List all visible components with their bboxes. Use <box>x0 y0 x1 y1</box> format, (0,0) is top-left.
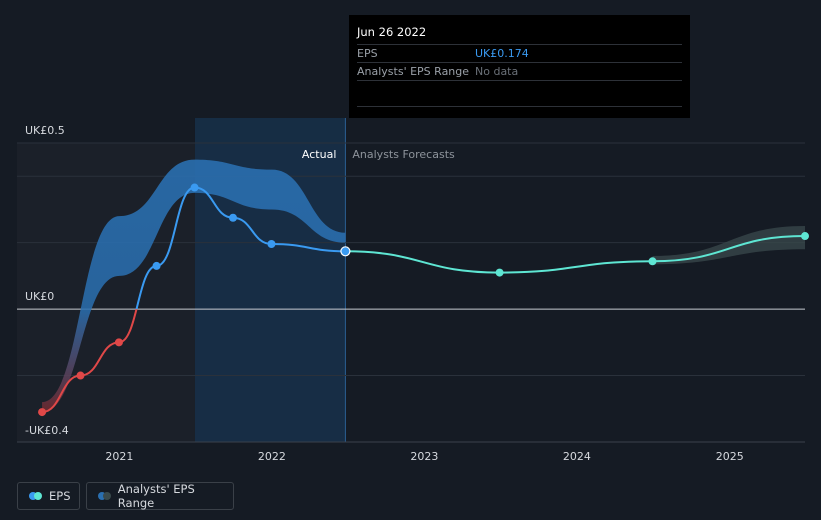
tooltip-eps-label: EPS <box>357 47 378 60</box>
forecast-eps-point[interactable] <box>648 257 657 266</box>
tooltip-spacer <box>357 81 682 107</box>
current-eps-point[interactable] <box>340 246 351 257</box>
forecast-eps-point[interactable] <box>801 232 809 241</box>
x-axis-label: 2025 <box>716 450 744 463</box>
eps-point[interactable] <box>152 261 161 270</box>
forecast-label: Analysts Forecasts <box>352 148 455 161</box>
x-axis-label: 2021 <box>105 450 133 463</box>
legend-eps-label: EPS <box>49 489 71 503</box>
eps-line-negative <box>41 309 138 414</box>
y-axis-label: UK£0 <box>25 290 54 303</box>
tooltip-row-range: Analysts' EPS Range No data <box>357 63 682 81</box>
eps-point[interactable] <box>38 408 47 417</box>
legend-range-label: Analysts' EPS Range <box>117 482 195 510</box>
legend-range-button[interactable]: Analysts' EPS Range <box>86 482 234 510</box>
y-axis-label: -UK£0.4 <box>25 424 69 437</box>
grid-lines <box>17 142 805 443</box>
x-axis-label: 2022 <box>258 450 286 463</box>
actual-range-band <box>42 159 346 413</box>
eps-point[interactable] <box>114 338 123 347</box>
tooltip-eps-value: UK£0.174 <box>475 47 529 60</box>
tooltip-date: Jun 26 2022 <box>357 23 682 45</box>
forecast-eps-line <box>345 235 806 274</box>
forecast-eps-point[interactable] <box>495 268 504 277</box>
x-axis-label: 2023 <box>410 450 438 463</box>
y-axis-label: UK£0.5 <box>25 124 65 137</box>
tooltip-row-eps: EPS UK£0.174 <box>357 45 682 63</box>
eps-point[interactable] <box>267 239 276 248</box>
x-axis-label: 2024 <box>563 450 591 463</box>
tooltip-range-value: No data <box>475 65 519 78</box>
range-legend-icon <box>98 492 111 500</box>
actual-label: Actual <box>302 148 336 161</box>
eps-points[interactable] <box>38 183 809 417</box>
eps-tooltip: Jun 26 2022 EPS UK£0.174 Analysts' EPS R… <box>349 15 690 118</box>
eps-point[interactable] <box>76 371 85 380</box>
eps-legend-icon <box>29 492 42 500</box>
tooltip-range-label: Analysts' EPS Range <box>357 65 470 78</box>
eps-range-band <box>42 159 805 413</box>
axis-labels: UK£0.5 UK£0 -UK£0.4 2021 2022 2023 2024 2025 Act… <box>25 124 744 463</box>
eps-point[interactable] <box>229 213 238 222</box>
forecast-range-band <box>652 226 805 265</box>
legend-eps-button[interactable]: EPS <box>17 482 80 510</box>
eps-point[interactable] <box>190 183 199 192</box>
